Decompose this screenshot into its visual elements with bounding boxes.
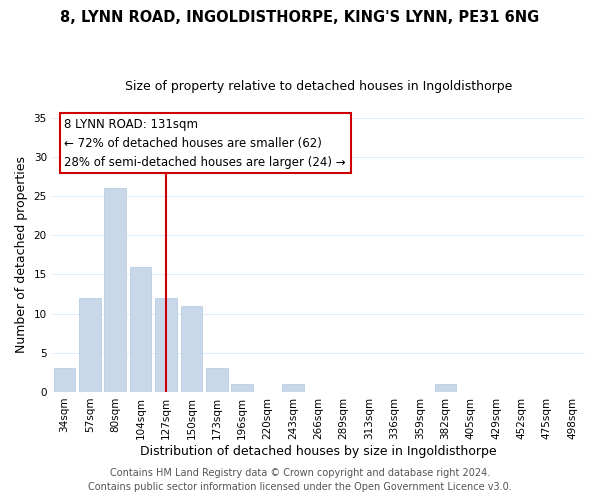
Bar [434,384,456,392]
Bar [104,188,126,392]
Title: Size of property relative to detached houses in Ingoldisthorpe: Size of property relative to detached ho… [125,80,512,93]
X-axis label: Distribution of detached houses by size in Ingoldisthorpe: Distribution of detached houses by size … [140,444,497,458]
Bar [282,384,304,392]
Bar [53,368,75,392]
Bar [130,266,151,392]
Bar [79,298,101,392]
Text: Contains HM Land Registry data © Crown copyright and database right 2024.
Contai: Contains HM Land Registry data © Crown c… [88,468,512,492]
Y-axis label: Number of detached properties: Number of detached properties [15,156,28,354]
Bar [155,298,177,392]
Bar [181,306,202,392]
Bar [206,368,227,392]
Text: 8, LYNN ROAD, INGOLDISTHORPE, KING'S LYNN, PE31 6NG: 8, LYNN ROAD, INGOLDISTHORPE, KING'S LYN… [61,10,539,25]
Bar [232,384,253,392]
Text: 8 LYNN ROAD: 131sqm
← 72% of detached houses are smaller (62)
28% of semi-detach: 8 LYNN ROAD: 131sqm ← 72% of detached ho… [64,118,346,169]
